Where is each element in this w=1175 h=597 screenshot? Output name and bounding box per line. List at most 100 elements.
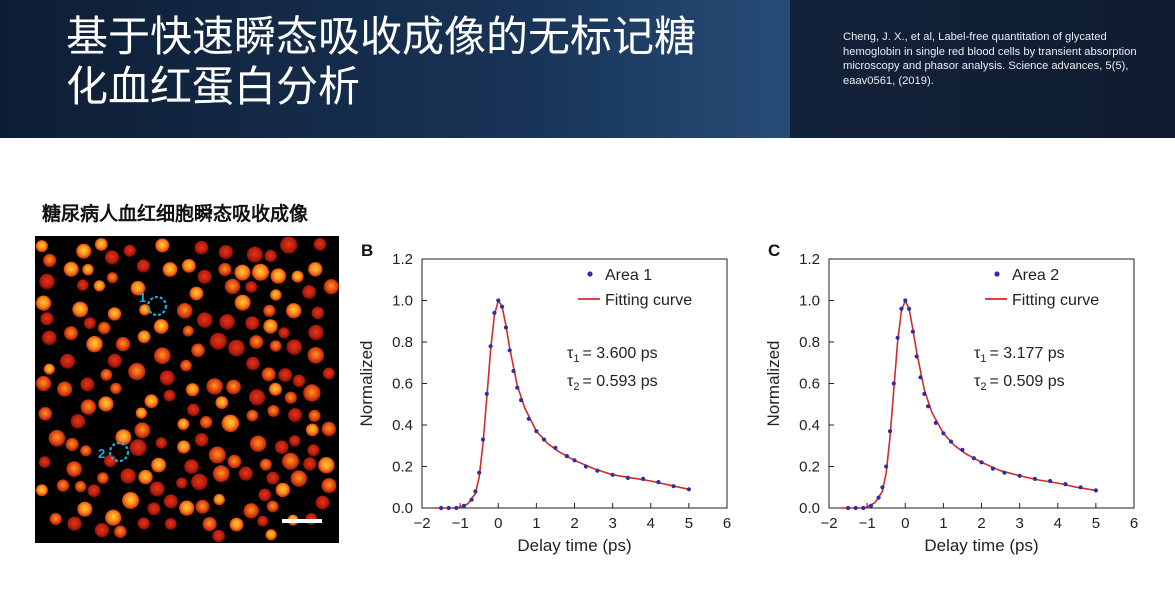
blood-cell: [218, 262, 232, 277]
tau2-annotation: τ2 = 0.509 ps: [974, 373, 1065, 393]
y-tick-label: 0.8: [392, 334, 413, 351]
blood-cell: [302, 285, 316, 299]
header-banner: 基于快速瞬态吸收成像的无标记糖 化血红蛋白分析 Cheng, J. X., et…: [0, 0, 1175, 138]
blood-cell: [206, 378, 223, 395]
blood-cell: [288, 408, 302, 423]
data-point: [1017, 473, 1022, 478]
blood-cell: [177, 418, 190, 431]
blood-cell: [163, 494, 178, 509]
blood-cell: [234, 264, 251, 281]
blood-cell: [238, 466, 253, 481]
data-point: [1078, 485, 1083, 490]
y-tick-label: 1.2: [799, 251, 820, 268]
data-point: [1048, 478, 1053, 484]
y-axis-label: Normalized: [357, 341, 376, 427]
blood-cell: [149, 481, 165, 497]
blood-cell: [72, 301, 89, 318]
data-point: [910, 329, 915, 334]
data-point: [671, 484, 676, 489]
data-point: [534, 429, 539, 434]
blood-cell: [243, 503, 259, 519]
area-1-circle: [146, 295, 168, 317]
data-point: [960, 447, 965, 452]
blood-cell: [41, 330, 57, 346]
blood-cell: [291, 270, 304, 283]
blood-cell: [267, 405, 280, 417]
blood-cell: [138, 469, 153, 485]
data-point: [884, 464, 889, 469]
x-tick-label: −2: [413, 515, 430, 532]
data-point: [656, 480, 661, 485]
blood-cell: [265, 529, 277, 541]
data-point: [454, 505, 459, 511]
blood-cell: [266, 500, 279, 513]
blood-cell: [263, 319, 278, 334]
data-point: [625, 475, 630, 480]
blood-cell: [104, 250, 120, 265]
data-point: [484, 391, 489, 396]
blood-cell: [77, 501, 93, 517]
blood-cell: [122, 492, 140, 509]
blood-cell: [184, 459, 199, 474]
blood-cell: [115, 337, 131, 352]
blood-cell: [284, 391, 297, 404]
data-point: [1063, 482, 1068, 487]
x-tick-label: 2: [977, 515, 985, 532]
data-point: [541, 437, 547, 442]
blood-cell: [313, 238, 327, 251]
blood-cell: [179, 500, 195, 516]
area-2-marker: 2: [98, 441, 130, 463]
blood-cell: [308, 324, 324, 341]
scale-bar: [282, 519, 322, 523]
blood-cell: [76, 243, 92, 259]
blood-cell: [194, 433, 209, 447]
blood-cell: [137, 330, 151, 344]
blood-cell: [199, 416, 213, 429]
blood-cell: [94, 238, 108, 251]
blood-cell: [97, 472, 109, 484]
blood-cell: [163, 389, 176, 402]
blood-cell: [107, 353, 122, 368]
blood-cell: [63, 261, 79, 277]
blood-cell: [218, 245, 233, 260]
data-point: [853, 505, 858, 511]
y-axis-label: Normalized: [764, 341, 783, 427]
legend-marker-points: [994, 271, 1000, 277]
blood-cell: [154, 347, 171, 364]
data-point: [1032, 476, 1037, 481]
blood-cell: [258, 488, 272, 502]
blood-cell: [80, 399, 96, 415]
data-point: [907, 306, 912, 311]
data-point: [503, 325, 508, 330]
data-point: [861, 505, 866, 511]
section-heading: 糖尿病人血红细胞瞬态吸收成像: [42, 203, 309, 225]
blood-cell: [104, 454, 117, 468]
decay-chart-b: B −2 −1 0 1 2 3 4 5 6 0.0 0.2 0.4 0.6 0.8 1.0 1.2 Delay t…: [357, 241, 731, 555]
blood-cell: [268, 382, 282, 396]
blood-cell: [323, 279, 339, 295]
blood-cell: [107, 307, 122, 321]
blood-cell: [234, 294, 251, 311]
data-point: [918, 375, 923, 380]
legend-label-line: Fitting curve: [605, 292, 692, 309]
blood-cell: [212, 465, 230, 483]
blood-cell: [65, 437, 79, 452]
x-tick-label: 5: [685, 515, 693, 532]
blood-cell: [187, 403, 200, 417]
blood-cell: [305, 423, 319, 437]
blood-cell: [257, 515, 269, 527]
data-point: [1002, 470, 1007, 475]
data-point: [868, 503, 873, 508]
data-point: [641, 476, 646, 481]
blood-cell: [159, 370, 175, 386]
blood-cell: [35, 295, 52, 311]
data-point: [880, 485, 885, 490]
blood-cell: [318, 457, 335, 474]
blood-cell: [35, 375, 52, 392]
blood-cell: [263, 304, 276, 317]
data-point: [500, 304, 505, 309]
blood-cell: [106, 272, 118, 284]
x-tick-label: −1: [859, 515, 876, 532]
data-point: [572, 458, 577, 463]
blood-cell: [303, 384, 321, 402]
